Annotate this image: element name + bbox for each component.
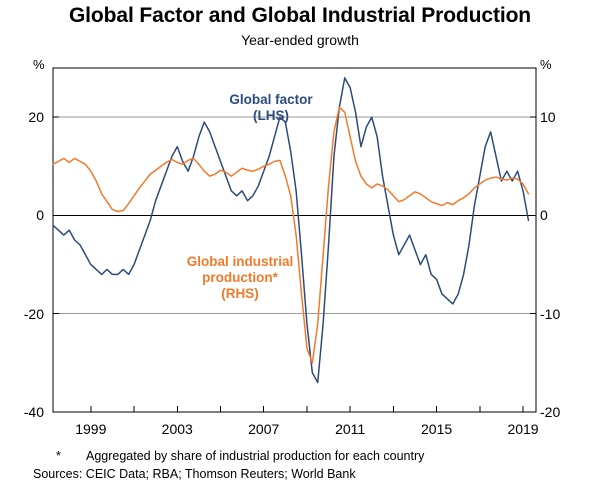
chart-subtitle: Year-ended growth: [241, 32, 359, 48]
footnote-star-marker: *: [56, 449, 61, 463]
left-axis-tick-label: -20: [23, 305, 44, 322]
series-label-gip-line1: Global industrial: [186, 254, 294, 269]
plot-frame: [52, 67, 537, 413]
series-line-global-industrial-production: [52, 106, 530, 364]
page-title: Global Factor and Global Industrial Prod…: [68, 4, 532, 27]
left-axis-tick-label: 20: [28, 109, 44, 126]
x-axis-tick-label: 2019: [507, 421, 539, 437]
series-label-global-factor: Global factor (LHS): [196, 92, 346, 124]
x-axis-tick-label: 2003: [161, 421, 193, 437]
right-axis-tick-label: 10: [540, 109, 556, 126]
left-axis-unit: %: [33, 57, 45, 72]
series-line-global-factor: [52, 77, 530, 384]
right-axis-tick-label: 0: [540, 207, 548, 224]
footnote-sources: Sources: CEIC Data; RBA; Thomson Reuters…: [33, 467, 356, 481]
left-axis-tick-label: 0: [36, 207, 44, 224]
x-axis-tick-label: 2015: [421, 421, 453, 437]
series-label-global-factor-line1: Global factor: [229, 92, 313, 107]
x-axis-tick-label: 2007: [248, 421, 280, 437]
left-axis-tick-label: -40: [23, 404, 44, 420]
x-axis-tick-label: 1999: [75, 421, 107, 437]
right-axis-tick-label: -10: [540, 305, 561, 322]
series-label-gip-line2: production*: [202, 270, 278, 285]
series-label-global-industrial-production: Global industrial production* (RHS): [160, 254, 320, 302]
right-axis-unit: %: [540, 57, 552, 72]
series-label-global-factor-line2: (LHS): [253, 108, 289, 123]
series-label-gip-line3: (RHS): [221, 286, 259, 301]
x-axis-tick-label: 2011: [335, 421, 366, 437]
right-axis-tick-label: -20: [540, 404, 561, 420]
footnote-star-text: Aggregated by share of industrial produc…: [86, 449, 425, 463]
